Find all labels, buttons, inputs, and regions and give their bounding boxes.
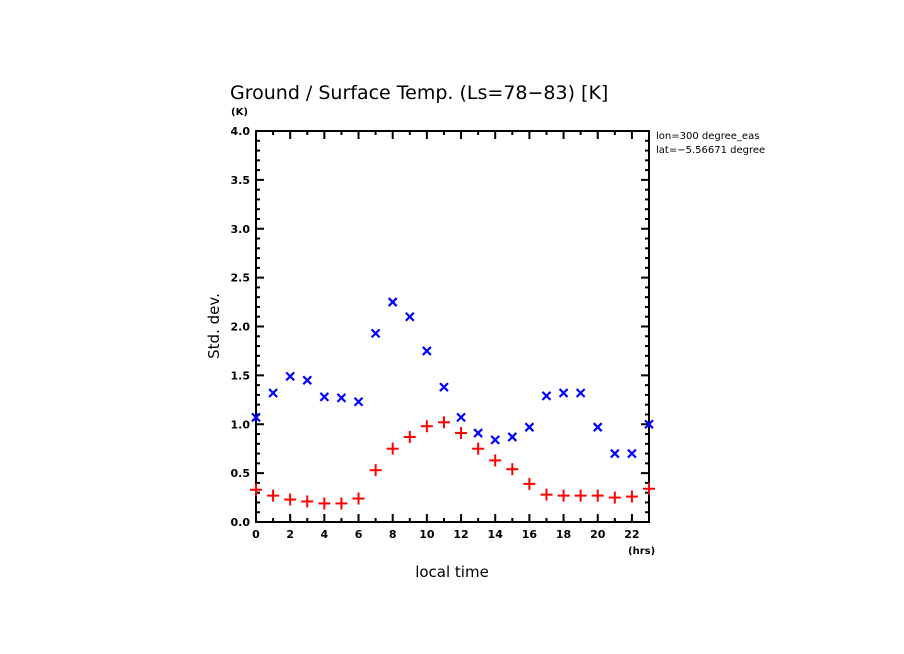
y-tick-label: 1.0: [231, 418, 251, 431]
data-point-x-marker: [439, 382, 449, 392]
x-axis-label: local time: [415, 563, 489, 581]
data-point-plus-marker: [301, 495, 314, 508]
data-point-plus-marker: [574, 489, 587, 502]
data-point-x-marker: [490, 435, 500, 445]
data-point-x-marker: [592, 422, 603, 432]
data-point-plus-marker: [625, 490, 638, 503]
y-tick-labels: 0.0 0.5 1.0 1.5 2.0 2.5 3.0 3.5 4.0: [231, 125, 251, 529]
data-point-plus-marker: [506, 463, 519, 476]
data-point-plus-marker: [437, 416, 450, 429]
x-tick-label: 20: [590, 528, 606, 541]
data-point-x-marker: [456, 412, 466, 423]
y-tick-label: 0.0: [231, 516, 251, 529]
data-point-plus-marker: [608, 491, 621, 504]
data-point-x-marker: [302, 375, 313, 386]
annotation-lon: lon=300 degree_eas: [656, 131, 759, 142]
plot-frame: [255, 130, 650, 523]
x-tick-label: 0: [252, 528, 260, 541]
data-point-plus-marker: [540, 488, 553, 501]
data-point-x-marker: [473, 428, 483, 438]
y-tick-label: 4.0: [231, 125, 251, 138]
x-tick-label: 2: [286, 528, 294, 541]
x-tick-label: 18: [556, 528, 571, 541]
y-tick-label: 0.5: [231, 467, 251, 480]
data-point-plus-marker: [250, 483, 262, 496]
x-tick-label: 10: [419, 528, 435, 541]
data-point-x-marker: [644, 419, 654, 430]
x-tick-label: 4: [321, 528, 329, 541]
data-point-x-marker: [370, 328, 381, 339]
data-point-plus-marker: [420, 420, 433, 433]
x-tick-label: 12: [453, 528, 468, 541]
data-point-x-marker: [422, 346, 432, 356]
x-unit-label: (hrs): [628, 546, 655, 557]
data-point-x-marker: [558, 388, 569, 398]
y-tick-label: 1.5: [231, 369, 251, 382]
data-point-x-marker: [251, 412, 261, 423]
data-point-plus-marker: [267, 489, 280, 502]
y-axis-label: Std. dev.: [205, 293, 223, 359]
y-tick-label: 2.5: [231, 272, 251, 285]
chart-title: Ground / Surface Temp. (Ls=78−83) [K]: [230, 82, 608, 104]
x-tick-label: 22: [624, 528, 639, 541]
data-point-x-marker: [387, 297, 398, 307]
axis-ticks: [255, 130, 650, 523]
y-unit-label: (K): [231, 107, 248, 118]
y-tick-label: 3.0: [231, 223, 251, 236]
data-point-plus-marker: [318, 497, 331, 510]
data-point-plus-marker: [352, 492, 365, 505]
y-tick-label: 3.5: [231, 174, 251, 187]
data-point-plus-marker: [403, 430, 416, 443]
x-tick-label: 6: [355, 528, 363, 541]
x-tick-label: 14: [488, 528, 504, 541]
y-tick-label: 2.0: [231, 321, 251, 334]
data-point-plus-marker: [335, 497, 348, 510]
data-point-x-marker: [319, 392, 330, 402]
data-point-plus-marker: [455, 427, 468, 440]
annotation-lat: lat=−5.56671 degree: [656, 145, 765, 156]
x-tick-label: 16: [522, 528, 538, 541]
data-point-x-marker: [285, 371, 295, 382]
data-point-plus-marker: [557, 489, 570, 502]
data-point-plus-marker: [591, 489, 604, 502]
data-point-x-marker: [575, 388, 586, 398]
data-point-x-marker: [507, 432, 518, 442]
data-point-plus-marker: [643, 482, 655, 495]
data-point-plus-marker: [489, 454, 502, 467]
x-tick-labels: 0 2 4 6 8 10 12 14 16 18 20 22: [252, 528, 639, 541]
data-point-plus-marker: [472, 442, 485, 455]
data-point-x-marker: [405, 311, 415, 322]
data-point-x-marker: [268, 388, 278, 398]
data-point-x-marker: [524, 422, 535, 432]
data-point-x-marker: [336, 393, 347, 403]
data-point-x-marker: [627, 448, 637, 459]
data-point-plus-marker: [369, 464, 382, 477]
x-tick-label: 8: [389, 528, 397, 541]
data-point-x-marker: [541, 391, 552, 401]
data-point-plus-marker: [284, 493, 297, 506]
data-point-x-marker: [353, 396, 364, 407]
data-points: [250, 297, 655, 510]
data-point-plus-marker: [523, 477, 536, 490]
data-point-x-marker: [610, 448, 620, 459]
data-point-plus-marker: [386, 442, 399, 455]
